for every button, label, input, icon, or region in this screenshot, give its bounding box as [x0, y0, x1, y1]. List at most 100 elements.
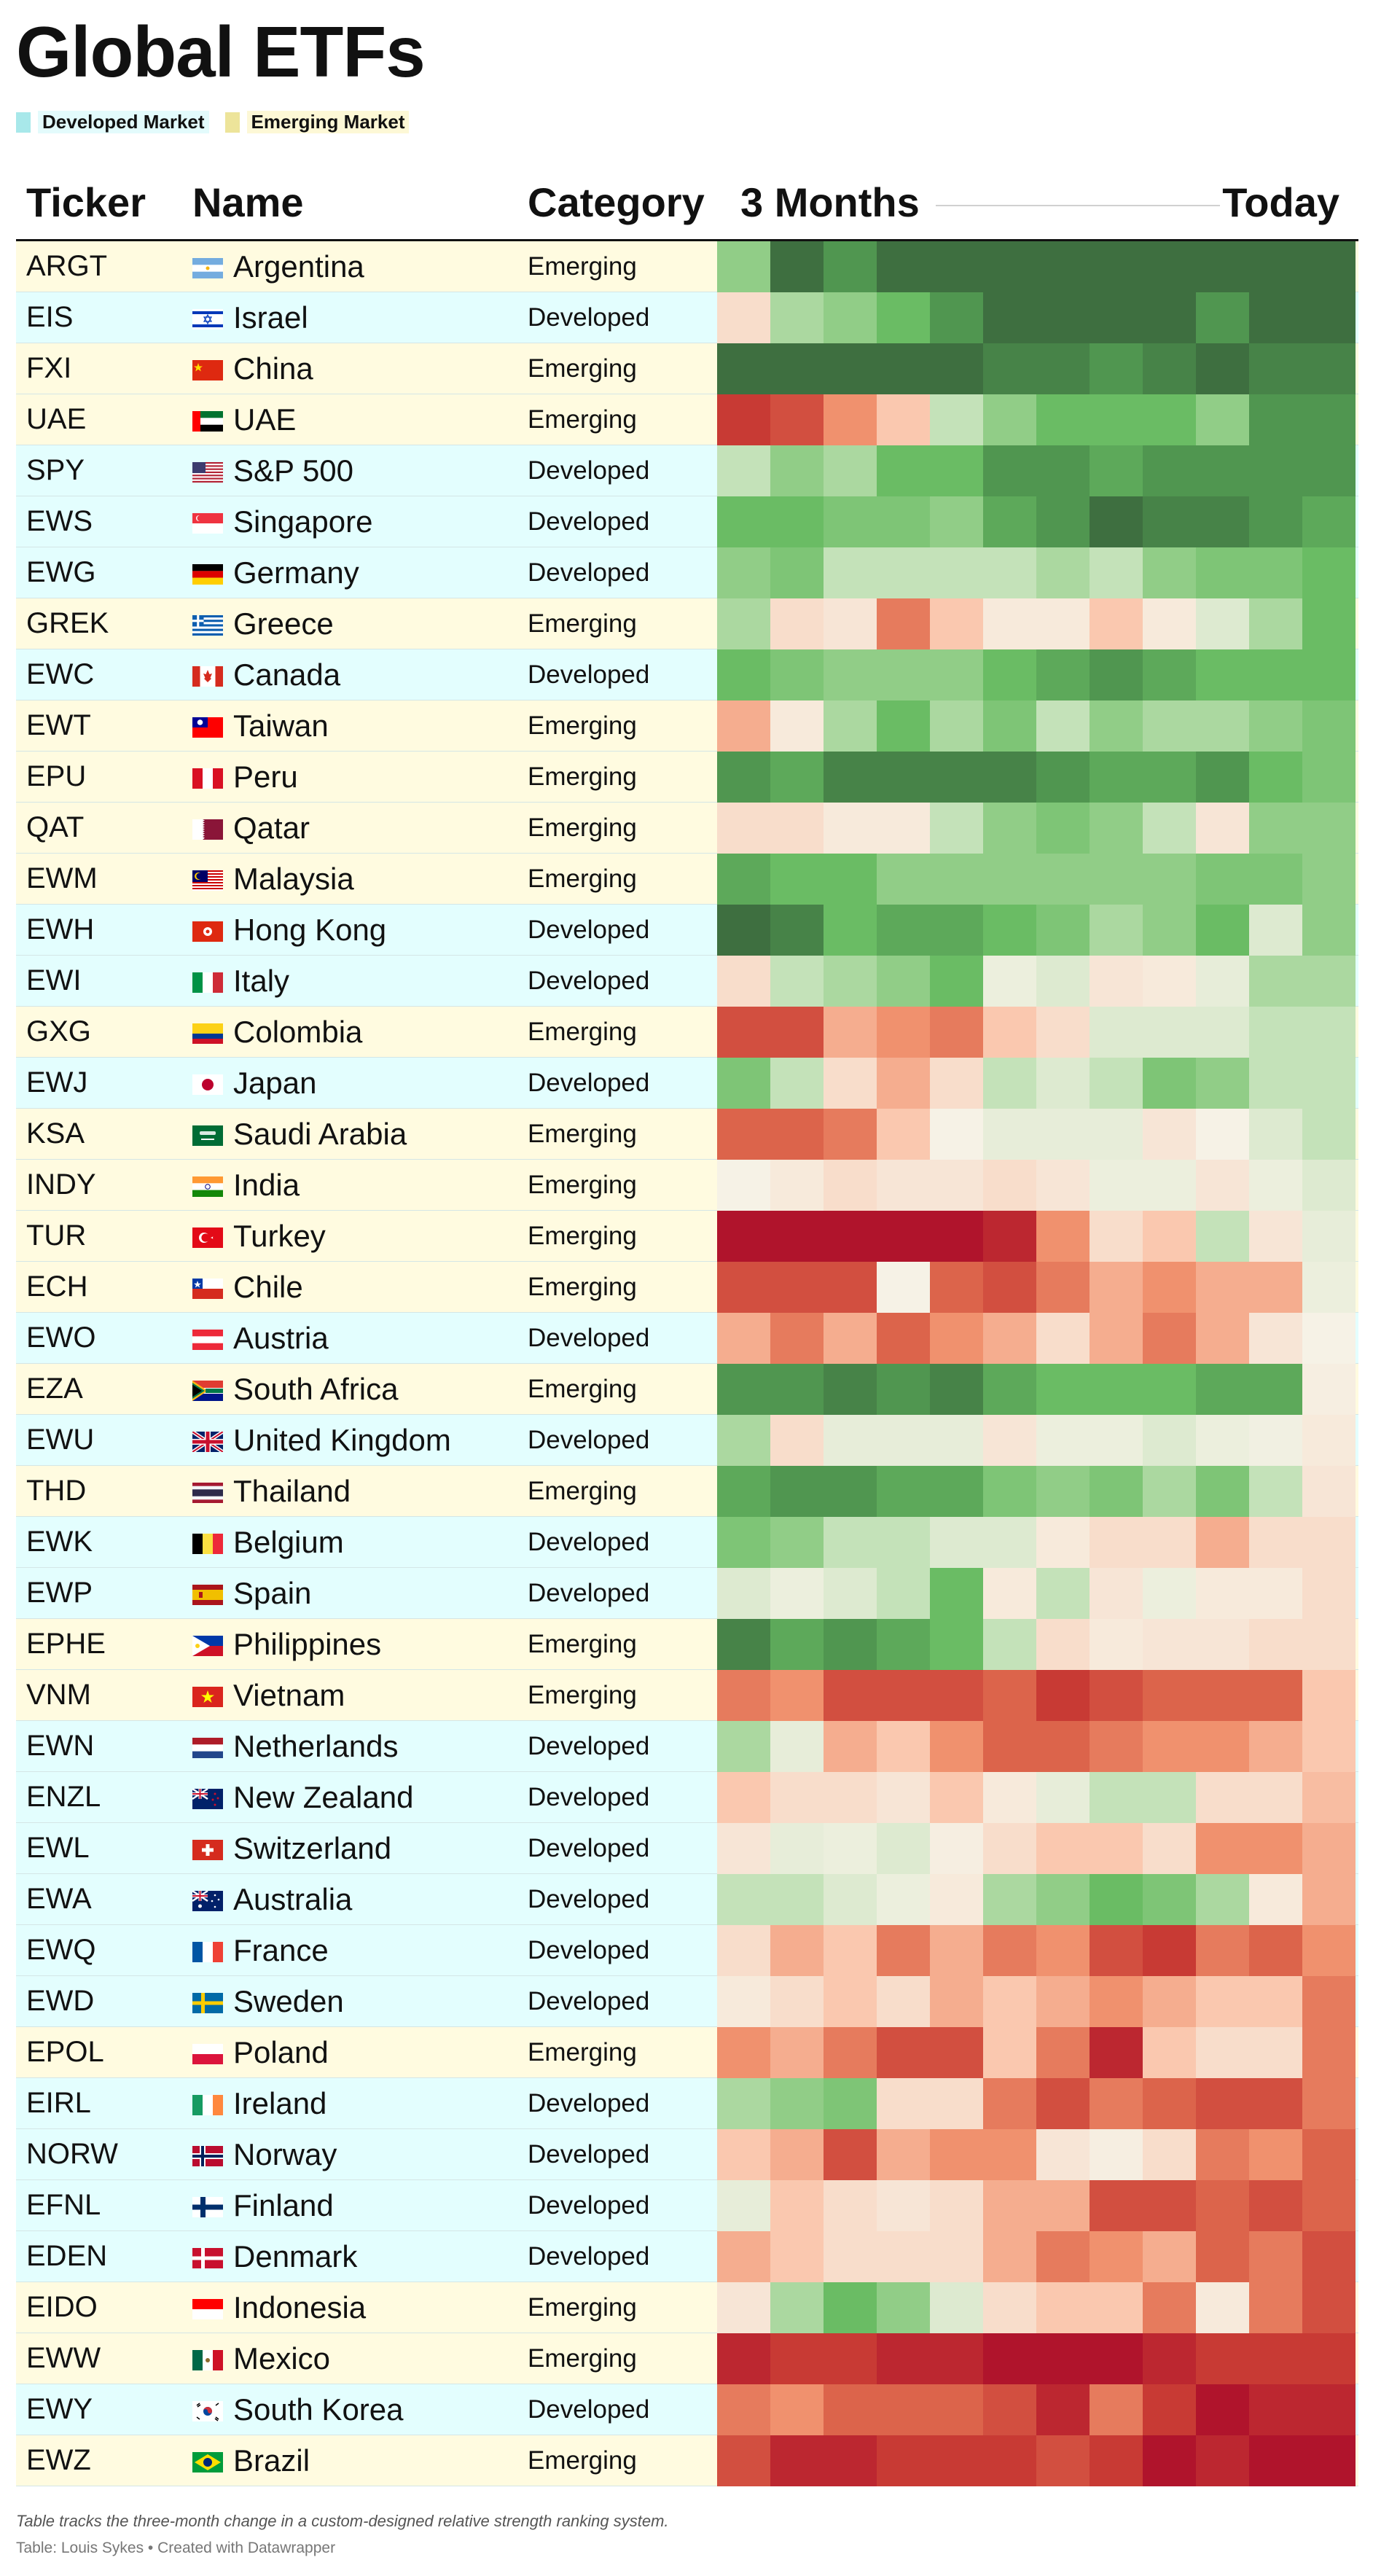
heatmap-strip [717, 2435, 1356, 2486]
heatmap-cell [930, 752, 983, 803]
heatmap-cell [983, 2027, 1036, 2078]
table-row: ECH Chile Emerging [16, 1262, 1358, 1313]
heatmap-cell [717, 854, 770, 905]
name-cell: Philippines [233, 1627, 382, 1661]
category-cell: Developed [528, 1579, 650, 1607]
flag-uk-icon [192, 1432, 223, 1452]
category-cell: Developed [528, 1987, 650, 2015]
table-row: EWN Netherlands Developed [16, 1721, 1358, 1772]
heatmap-cell [877, 1211, 930, 1262]
category-cell: Developed [528, 916, 650, 944]
heatmap-cell [824, 1721, 877, 1772]
flag-uae-icon [192, 411, 223, 432]
heatmap-cell [1302, 2129, 1356, 2180]
table-row: EZA South Africa Emerging [16, 1364, 1358, 1415]
heatmap-cell [877, 394, 930, 445]
heatmap-strip [717, 1721, 1356, 1772]
heatmap-cell [717, 2078, 770, 2129]
flag-argentina-icon [192, 258, 223, 278]
heatmap-cell [1143, 1568, 1196, 1619]
flag-poland-icon [192, 2044, 223, 2064]
heatmap-cell [770, 2231, 824, 2282]
heatmap-cell [983, 905, 1036, 956]
ticker-cell: ARGT [26, 250, 108, 282]
table-row: ARGT Argentina Emerging [16, 241, 1358, 292]
category-cell: Emerging [528, 609, 637, 638]
heatmap-cell [1249, 956, 1302, 1007]
heatmap-cell [1302, 2027, 1356, 2078]
heatmap-cell [1036, 2384, 1090, 2435]
name-cell: South Korea [233, 2392, 404, 2427]
ticker-cell: EZA [26, 1373, 83, 1405]
heatmap-cell [983, 752, 1036, 803]
name-cell: France [233, 1933, 329, 1967]
heatmap-cell [717, 1721, 770, 1772]
flag-colombia-icon [192, 1023, 223, 1044]
heatmap-cell [877, 752, 930, 803]
heatmap-cell [877, 2129, 930, 2180]
heatmap-cell [1196, 1211, 1249, 1262]
heatmap-cell [877, 1160, 930, 1211]
flag-malaysia-icon [192, 870, 223, 891]
heatmap-cell [930, 1976, 983, 2027]
heatmap-cell [983, 2231, 1036, 2282]
heatmap-cell [1090, 1415, 1143, 1466]
heatmap-cell [983, 1211, 1036, 1262]
heatmap-cell [770, 1313, 824, 1364]
flag-thailand-icon [192, 1483, 223, 1503]
flag-canada-icon [192, 666, 223, 687]
heatmap-cell [824, 394, 877, 445]
heatmap-cell [1036, 445, 1090, 496]
legend-swatch-developed [16, 112, 31, 133]
heatmap-cell [930, 547, 983, 598]
heatmap-cell [877, 496, 930, 547]
heatmap-cell [1249, 2435, 1302, 2486]
flag-finland-icon [192, 2197, 223, 2217]
heatmap-cell [983, 1874, 1036, 1925]
heatmap-cell [1090, 1058, 1143, 1109]
heatmap-cell [1090, 598, 1143, 649]
heatmap-cell [983, 1415, 1036, 1466]
category-cell: Emerging [528, 2446, 637, 2475]
flag-indonesia-icon [192, 2299, 223, 2319]
category-cell: Emerging [528, 405, 637, 434]
heatmap-cell [983, 598, 1036, 649]
heatmap-cell [717, 2027, 770, 2078]
heatmap-cell [1143, 2027, 1196, 2078]
heatmap-cell [717, 1517, 770, 1568]
heatmap-cell [717, 1670, 770, 1721]
table-row: EPOL Poland Emerging [16, 2027, 1358, 2078]
ticker-cell: EIS [26, 301, 74, 333]
heatmap-strip [717, 2027, 1356, 2078]
heatmap-cell [983, 1823, 1036, 1874]
heatmap-cell [824, 2384, 877, 2435]
heatmap-cell [1196, 1772, 1249, 1823]
flag-japan-icon [192, 1074, 223, 1095]
heatmap-cell [930, 1823, 983, 1874]
heatmap-cell [717, 1313, 770, 1364]
heatmap-cell [983, 2435, 1036, 2486]
heatmap-cell [717, 1262, 770, 1313]
heatmap-cell [877, 1772, 930, 1823]
heatmap-cell [770, 1415, 824, 1466]
heatmap-cell [1302, 1925, 1356, 1976]
table-row: EDEN Denmark Developed [16, 2231, 1358, 2282]
heatmap-cell [824, 2027, 877, 2078]
name-cell: India [233, 1168, 300, 1202]
category-cell: Developed [528, 1936, 650, 1964]
heatmap-cell [824, 1670, 877, 1721]
heatmap-cell [717, 905, 770, 956]
heatmap-cell [983, 956, 1036, 1007]
heatmap-cell [1196, 445, 1249, 496]
table-row: EWZ Brazil Emerging [16, 2435, 1358, 2486]
heatmap-cell [824, 2078, 877, 2129]
heatmap-cell [824, 1415, 877, 1466]
heatmap-strip [717, 1976, 1356, 2027]
ticker-cell: EWS [26, 505, 93, 537]
flag-china-icon [192, 360, 223, 380]
heatmap-cell [717, 1823, 770, 1874]
table-row: THD Thailand Emerging [16, 1466, 1358, 1517]
heatmap-cell [717, 1466, 770, 1517]
heatmap-cell [1196, 1313, 1249, 1364]
heatmap-cell [1036, 1364, 1090, 1415]
